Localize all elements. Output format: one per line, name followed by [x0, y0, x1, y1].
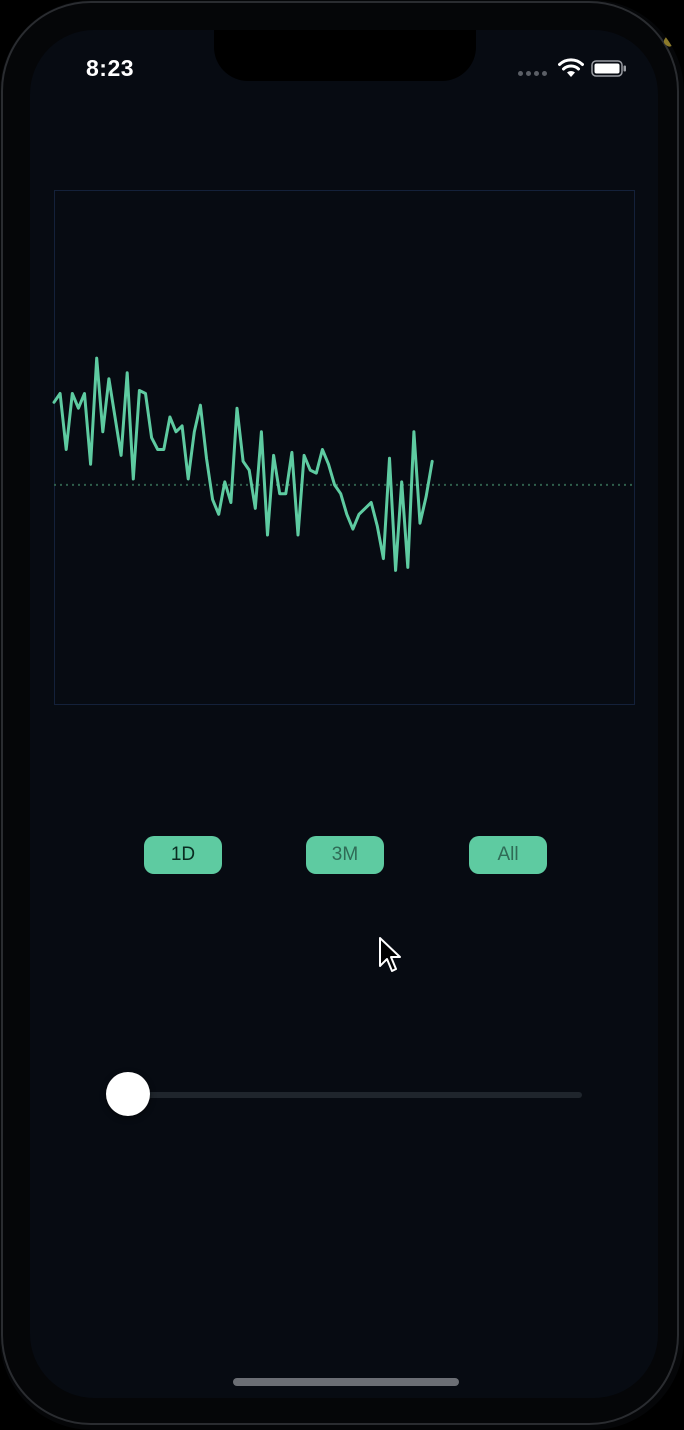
cellular-signal-icon: [518, 71, 547, 76]
range-selector: 1D 3M All: [30, 836, 658, 876]
mouse-pointer-icon: [379, 937, 401, 972]
chart-frame: [54, 190, 635, 705]
price-chart[interactable]: [52, 190, 636, 706]
status-icons: [518, 58, 628, 78]
home-indicator[interactable]: [233, 1378, 459, 1386]
phone-screen: 8:23 1D: [30, 30, 658, 1398]
camera-notch: [214, 30, 476, 81]
slider-thumb[interactable]: [106, 1072, 150, 1116]
range-button-1d[interactable]: 1D: [144, 836, 222, 874]
battery-icon: [591, 60, 626, 77]
range-button-3m[interactable]: 3M: [306, 836, 384, 874]
status-time: 8:23: [86, 55, 135, 81]
chart-series-line: [52, 356, 434, 572]
price-chart-svg: [52, 190, 635, 705]
wifi-icon: [558, 58, 584, 77]
scrub-slider[interactable]: [106, 1072, 584, 1116]
side-button-accent: [662, 17, 684, 49]
range-button-all[interactable]: All: [469, 836, 547, 874]
slider-track[interactable]: [126, 1092, 582, 1098]
